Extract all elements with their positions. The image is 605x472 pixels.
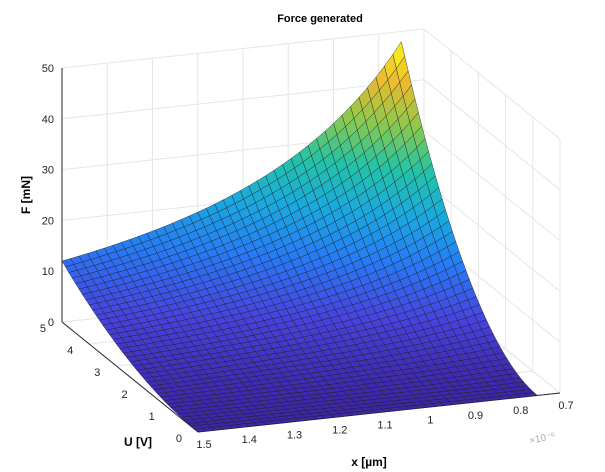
y-tick-label: 1	[149, 411, 155, 423]
y-tick-label: 0	[176, 433, 182, 445]
surface-mesh	[61, 41, 538, 433]
x-tick-label: 1.5	[196, 439, 211, 451]
x-tick-label: 1	[427, 415, 433, 427]
x-axis-exponent: ×10⁻⁶	[528, 431, 556, 447]
x-tick-label: 1.1	[377, 420, 392, 432]
y-tick-label: 4	[67, 345, 73, 357]
y-axis-label: U [V]	[124, 435, 152, 449]
x-tick-label: 1.2	[332, 424, 347, 436]
z-axis-label: F [mN]	[19, 176, 33, 214]
x-tick-label: 1.3	[287, 429, 302, 441]
z-tick-label: 10	[42, 266, 54, 278]
z-tick-label: 20	[42, 215, 54, 227]
y-tick-label: 5	[40, 323, 46, 335]
z-tick-label: 40	[42, 114, 54, 126]
z-tick-label: 50	[42, 63, 54, 75]
surface-cell	[194, 428, 208, 433]
y-tick-label: 2	[121, 389, 127, 401]
x-tick-label: 1.4	[242, 434, 257, 446]
x-tick-label: 0.7	[558, 400, 573, 412]
z-tick-label: 0	[48, 317, 54, 329]
y-tick-label: 3	[94, 367, 100, 379]
x-axis-label: x [µm]	[351, 455, 387, 469]
x-tick-label: 0.8	[513, 405, 528, 417]
x-tick-label: 0.9	[468, 410, 483, 422]
chart-title: Force generated	[277, 13, 363, 25]
z-tick-label: 30	[42, 165, 54, 177]
